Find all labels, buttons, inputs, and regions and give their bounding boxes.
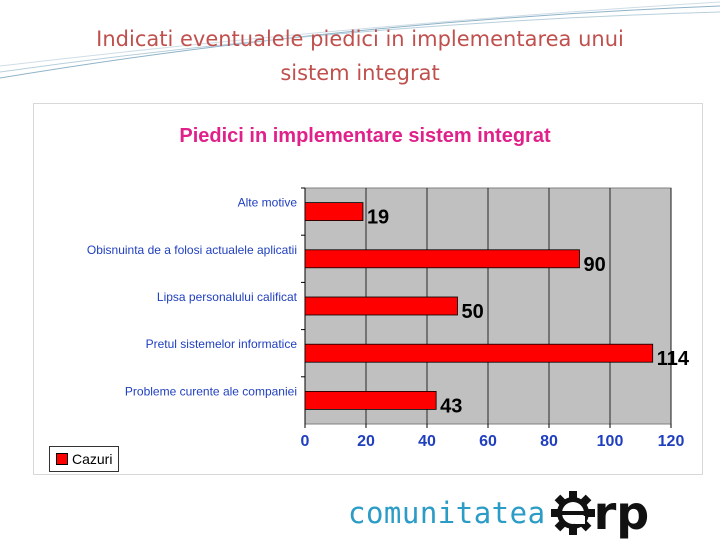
x-tick-label: 120 bbox=[658, 433, 685, 450]
bar bbox=[304, 390, 437, 410]
bar-value-label: 90 bbox=[584, 254, 606, 276]
legend-label: Cazuri bbox=[72, 451, 113, 467]
x-tick-label: 40 bbox=[418, 433, 436, 450]
slide-title-line-2: sistem integrat bbox=[280, 61, 440, 85]
bar-value-label: 114 bbox=[657, 348, 690, 370]
chart-frame: Piedici in implementare sistem integrat 0… bbox=[33, 103, 703, 475]
x-tick-label: 60 bbox=[479, 433, 497, 450]
category-label: Pretul sistemelor informatice bbox=[146, 337, 298, 351]
logo-mark: rp bbox=[550, 486, 650, 540]
x-tick-label: 0 bbox=[301, 433, 310, 450]
logo-word: comunitatea bbox=[348, 496, 546, 530]
x-tick-label: 100 bbox=[597, 433, 624, 450]
bar-value-label: 50 bbox=[462, 301, 484, 323]
bar-value-label: 19 bbox=[367, 207, 389, 229]
slide-title: Indicati eventualele piedici in implemen… bbox=[40, 22, 680, 90]
decorative-swoosh bbox=[0, 1, 720, 79]
logo: comunitatea rp bbox=[348, 488, 649, 538]
bar bbox=[304, 343, 654, 363]
gear-e-icon bbox=[550, 491, 595, 535]
category-label: Alte motive bbox=[238, 196, 298, 210]
slide-title-line-1: Indicati eventualele piedici in implemen… bbox=[96, 27, 624, 51]
legend-swatch bbox=[56, 453, 68, 465]
bar-chart: Piedici in implementare sistem integrat 0… bbox=[87, 125, 690, 450]
logo-letters: rp bbox=[593, 486, 650, 540]
bar bbox=[304, 296, 458, 316]
chart-legend: Cazuri bbox=[49, 446, 119, 472]
bar bbox=[304, 249, 580, 269]
category-label: Probleme curente ale companiei bbox=[125, 384, 297, 398]
category-label: Obisnuinta de a folosi actualele aplicat… bbox=[87, 243, 297, 257]
x-tick-label: 80 bbox=[540, 433, 558, 450]
category-label: Lipsa personalului calificat bbox=[157, 290, 298, 304]
bar-value-label: 43 bbox=[440, 395, 462, 417]
x-tick-label: 20 bbox=[357, 433, 375, 450]
bar bbox=[304, 202, 364, 221]
chart-title: Piedici in implementare sistem integrat bbox=[179, 125, 551, 147]
